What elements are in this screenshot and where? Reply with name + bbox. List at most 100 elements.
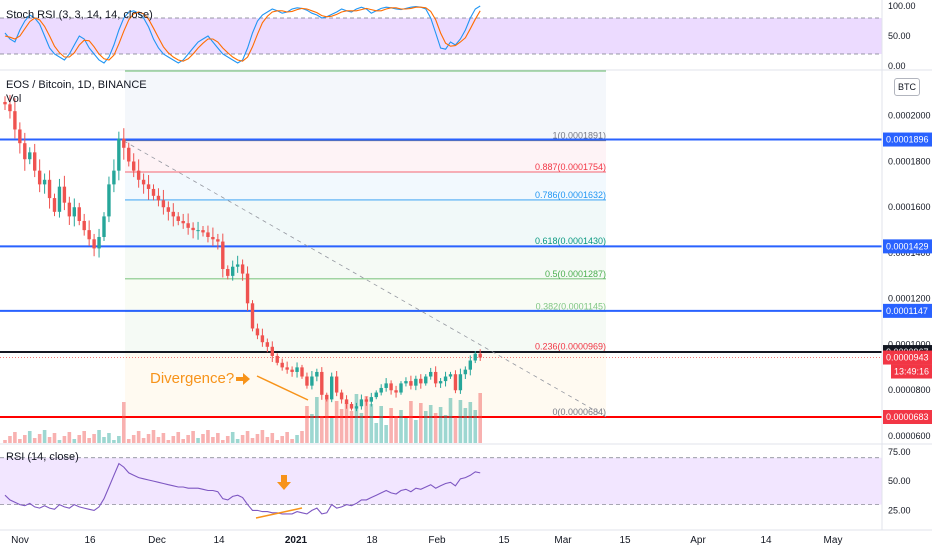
candle-body [389, 383, 393, 391]
candle-body [112, 170, 116, 185]
candle-body [270, 346, 274, 356]
candle-body [18, 129, 22, 144]
candle-body [117, 138, 121, 171]
countdown-label: 13:49:16 [894, 367, 929, 377]
volume-bar [146, 434, 151, 443]
time-tick-label: 2021 [285, 535, 308, 546]
volume-bar [245, 431, 250, 443]
fib-zone [125, 351, 606, 417]
time-tick-label: 15 [619, 535, 631, 546]
volume-bar [186, 435, 190, 443]
volume-bar [409, 401, 413, 443]
stoch-tick-label: 0.00 [888, 61, 906, 71]
price-tag [883, 303, 932, 318]
price-tick-label: 0.0001800 [888, 156, 931, 166]
candle-body [62, 186, 67, 203]
volume-bar [349, 411, 354, 443]
volume-bar [216, 433, 220, 443]
volume-bar [473, 410, 478, 443]
price-tag-label: 0.0001896 [886, 135, 929, 145]
candle-body [320, 371, 324, 395]
candle-body [122, 138, 126, 148]
currency-button[interactable]: BTC [894, 78, 920, 96]
candle-body [3, 101, 7, 105]
candle-body [369, 397, 373, 402]
volume-bar [448, 398, 453, 443]
volume-bar [255, 434, 260, 443]
candle-body [191, 227, 195, 231]
volume-bar [92, 434, 96, 443]
volume-bar [414, 420, 418, 443]
price-tag [883, 132, 932, 147]
time-tick-label: Feb [428, 535, 446, 546]
volume-bar [359, 413, 364, 443]
rsi-tick-label: 25.00 [888, 505, 911, 515]
volume-bar [136, 431, 141, 443]
volume-bar [235, 439, 240, 443]
time-tick-label: 16 [84, 535, 96, 546]
volume-bar [52, 433, 57, 443]
candle-body [290, 369, 294, 372]
candle-body [339, 392, 344, 400]
volume-bar [379, 406, 383, 443]
price-tag [883, 410, 932, 425]
volume-bar [324, 399, 329, 443]
volume-bar [57, 440, 62, 443]
volume-bar [458, 400, 463, 443]
volume-bar [339, 409, 344, 443]
candle-body [295, 367, 299, 372]
volume-bar [285, 432, 289, 443]
candle-body [171, 211, 175, 217]
stoch-rsi-pane: 100.00 50.00 0.00 [0, 1, 916, 71]
candle-body [176, 216, 180, 221]
candle-body [23, 143, 27, 160]
candle-body [216, 239, 220, 242]
candle-body [57, 186, 62, 212]
volume-bar [463, 408, 468, 443]
rsi-pane: 75.00 50.00 25.00 [0, 447, 911, 519]
volume-bar [374, 423, 379, 443]
volume-bar [97, 430, 101, 443]
volume-bar [443, 415, 448, 443]
fib-zone [125, 278, 606, 312]
volume-bar [18, 439, 22, 443]
candle-body [438, 381, 443, 384]
fib-zone [125, 172, 606, 200]
candle-body [463, 369, 468, 375]
rsi-divergence-line [255, 507, 303, 519]
fib-zone-top [125, 70, 606, 141]
candle-body [28, 152, 32, 160]
candle-body [107, 184, 111, 217]
candle-body [13, 111, 17, 130]
volume-bar [151, 430, 156, 443]
candle-body [354, 406, 359, 409]
volume-bar [176, 432, 181, 443]
time-tick-label: 14 [760, 535, 772, 546]
candle-body [384, 383, 388, 388]
volume-bar [122, 402, 126, 443]
volume-bar [42, 430, 47, 443]
stoch-tick-label: 100.00 [888, 1, 916, 11]
volume-bar [265, 437, 270, 443]
candle-body [424, 376, 428, 384]
candle-body [399, 383, 403, 393]
volume-bar [171, 436, 176, 443]
volume-bar [315, 397, 319, 443]
rsi-title: RSI (14, close) [6, 451, 79, 463]
volume-bar [161, 433, 166, 443]
divergence-line [256, 375, 309, 401]
price-tag-label: 0.0000943 [886, 353, 929, 363]
volume-bar [3, 440, 7, 443]
rsi-tick-label: 75.00 [888, 447, 911, 457]
candle-body [443, 376, 448, 382]
candle-body [240, 264, 245, 274]
volume-bar [399, 410, 403, 443]
volume-bar [201, 434, 205, 443]
price-tick-label: 0.0001200 [888, 294, 931, 304]
candle-body [42, 179, 47, 185]
fib-level-label: 0.236(0.0000969) [535, 342, 606, 352]
candle-body [305, 376, 309, 386]
candle-body [433, 371, 438, 384]
volume-bar [300, 431, 304, 443]
